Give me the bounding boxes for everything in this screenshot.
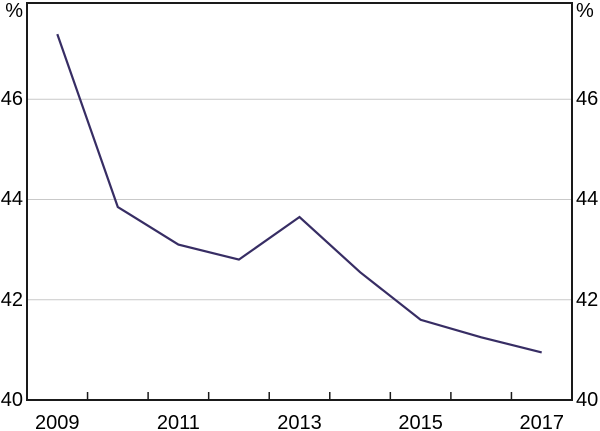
y-axis-label-right: 42 <box>576 288 599 311</box>
x-axis-label: 2009 <box>35 412 80 431</box>
x-axis-label: 2013 <box>277 412 322 431</box>
y-axis-label-right: 44 <box>576 188 599 211</box>
x-axis-label: 2017 <box>519 412 564 431</box>
y-axis-unit-left: % <box>5 0 23 22</box>
y-axis-label-right: 46 <box>576 88 599 111</box>
data-line <box>56 33 542 354</box>
y-axis-label-left: 44 <box>0 188 23 211</box>
y-axis-label-right: 40 <box>576 389 599 411</box>
x-axis-label: 2011 <box>156 412 200 431</box>
y-axis-label-left: 46 <box>0 88 23 111</box>
y-axis-unit-right: % <box>576 0 594 22</box>
y-axis-label-left: 40 <box>0 389 23 411</box>
y-axis-label-left: 42 <box>0 288 23 311</box>
plot-border <box>26 2 573 401</box>
x-axis-label: 2015 <box>398 412 443 431</box>
